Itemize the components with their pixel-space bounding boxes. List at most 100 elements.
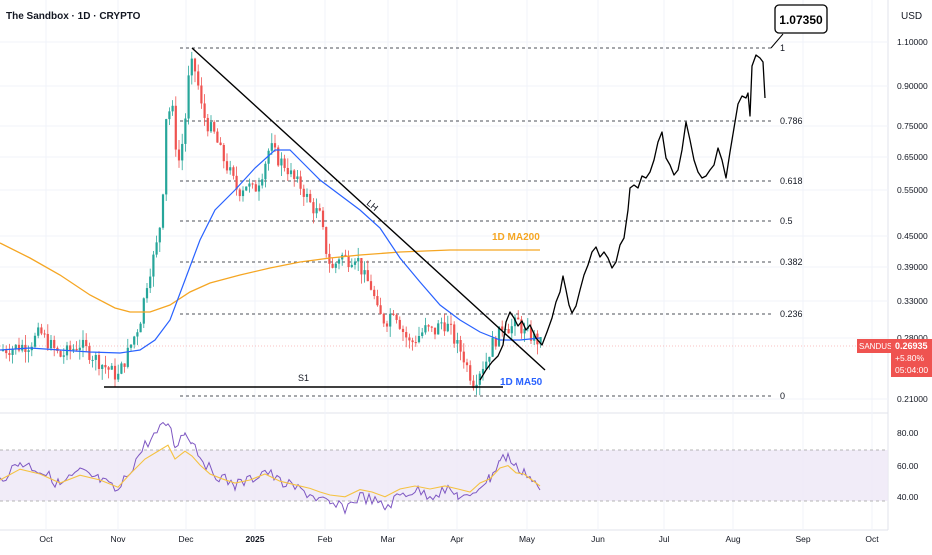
candle-body bbox=[261, 179, 264, 186]
time-axis-label: Jul bbox=[659, 534, 670, 544]
candle-body bbox=[433, 327, 437, 335]
candle-body bbox=[488, 356, 491, 362]
fib-level-label: 1 bbox=[780, 43, 785, 53]
change-percent: +5.80% bbox=[895, 353, 925, 363]
target-callout[interactable] bbox=[774, 4, 828, 34]
candle-body bbox=[126, 347, 129, 367]
candle-body bbox=[347, 255, 350, 268]
candle-body bbox=[222, 145, 225, 162]
candle-body bbox=[430, 326, 433, 328]
candle-body bbox=[510, 326, 513, 334]
candle-body bbox=[225, 161, 229, 171]
candle-body bbox=[299, 176, 302, 189]
candle-body bbox=[385, 323, 389, 327]
candle-body bbox=[520, 319, 523, 334]
time-axis-label: Mar bbox=[381, 534, 396, 544]
candles bbox=[1, 51, 542, 396]
last-price-value: 0.26935 bbox=[895, 341, 928, 351]
candle-body bbox=[165, 119, 168, 195]
candle-body bbox=[139, 323, 142, 333]
candle-body bbox=[318, 208, 321, 211]
price-scale-label: 0.45000 bbox=[897, 231, 928, 241]
candle-body bbox=[539, 337, 542, 345]
fibonacci-levels: 1 0.786 0.618 0.5 0.382 0.236 0 bbox=[180, 43, 803, 401]
projection-path bbox=[479, 54, 766, 381]
descending-trendline[interactable] bbox=[191, 47, 546, 371]
candle-body bbox=[267, 150, 270, 164]
price-pane[interactable] bbox=[0, 0, 888, 408]
candle-body bbox=[33, 335, 37, 347]
candle-body bbox=[88, 346, 91, 360]
candle-body bbox=[443, 322, 446, 332]
candle-body bbox=[49, 339, 53, 349]
candle-body bbox=[395, 314, 398, 320]
candle-body bbox=[357, 258, 360, 262]
candle-body bbox=[37, 327, 40, 336]
candle-body bbox=[453, 324, 456, 344]
fib-level-label: 0.786 bbox=[780, 116, 803, 126]
candle-body bbox=[331, 263, 334, 268]
chart-title: The Sandbox · 1D · CRYPTO bbox=[6, 11, 141, 22]
candle-body bbox=[190, 58, 193, 76]
candle-body bbox=[78, 347, 81, 351]
candle-body bbox=[117, 373, 120, 380]
candle-body bbox=[254, 184, 257, 192]
candle-body bbox=[149, 276, 152, 289]
candle-body bbox=[369, 281, 373, 290]
candle-body bbox=[437, 323, 440, 335]
candle-body bbox=[181, 143, 184, 161]
rsi-scale-label: 40.00 bbox=[897, 492, 919, 502]
ma50-line bbox=[0, 149, 541, 354]
candle-body bbox=[1, 350, 5, 352]
candle-body bbox=[398, 319, 401, 329]
candle-body bbox=[8, 353, 11, 355]
candle-body bbox=[379, 305, 382, 315]
candle-body bbox=[75, 348, 78, 351]
candle-body bbox=[94, 354, 97, 360]
candle-body bbox=[101, 364, 104, 369]
candle-body bbox=[104, 364, 107, 368]
candle-body bbox=[529, 327, 533, 341]
candle-body bbox=[353, 261, 357, 265]
candle-body bbox=[193, 58, 197, 72]
price-scale[interactable] bbox=[888, 0, 932, 550]
candle-body bbox=[305, 193, 309, 197]
candle-body bbox=[14, 344, 17, 350]
symbol-tag-text: SANDUSD bbox=[859, 342, 898, 351]
candle-body bbox=[459, 339, 462, 352]
candle-body bbox=[382, 314, 385, 324]
candle-body bbox=[264, 163, 267, 180]
candle-body bbox=[446, 323, 449, 332]
candle-body bbox=[142, 298, 145, 324]
candle-body bbox=[110, 365, 113, 370]
candle-body bbox=[481, 368, 485, 374]
candle-body bbox=[123, 363, 126, 367]
candle-body bbox=[235, 175, 238, 190]
candle-body bbox=[350, 264, 353, 268]
candle-body bbox=[427, 325, 430, 327]
candle-body bbox=[200, 85, 203, 104]
candle-body bbox=[229, 167, 232, 171]
candle-body bbox=[517, 317, 520, 320]
candle-body bbox=[81, 339, 85, 348]
candle-body bbox=[315, 208, 318, 214]
candle-body bbox=[513, 317, 517, 327]
price-scale-label: 0.39000 bbox=[897, 262, 928, 272]
candle-body bbox=[321, 210, 325, 228]
candle-body bbox=[414, 342, 417, 344]
rsi-line bbox=[0, 421, 541, 515]
candle-body bbox=[421, 332, 424, 336]
candle-body bbox=[158, 227, 161, 243]
candle-body bbox=[216, 131, 219, 143]
candle-body bbox=[286, 167, 289, 175]
candle-body bbox=[107, 367, 110, 370]
candle-body bbox=[85, 339, 88, 347]
moving-averages bbox=[0, 149, 541, 354]
candle-body bbox=[440, 322, 443, 324]
price-scale-label: 0.33000 bbox=[897, 296, 928, 306]
candle-body bbox=[53, 339, 56, 348]
grid bbox=[0, 0, 888, 530]
time-axis-label: Oct bbox=[865, 534, 879, 544]
